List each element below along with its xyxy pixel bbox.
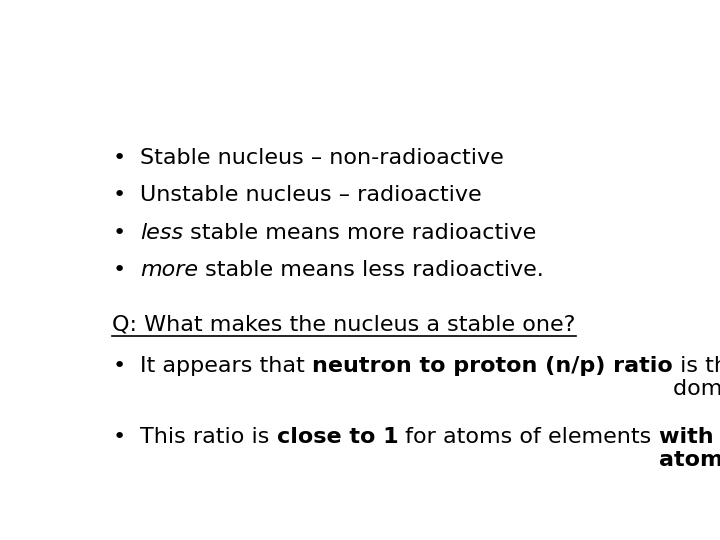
Text: for atoms of elements: for atoms of elements <box>398 427 659 447</box>
Text: Stable nucleus – non-radioactive: Stable nucleus – non-radioactive <box>140 148 504 168</box>
Text: It appears that: It appears that <box>140 356 312 376</box>
Text: •: • <box>112 356 125 376</box>
Text: stable means more radioactive: stable means more radioactive <box>184 223 536 243</box>
Text: Q: What makes the nucleus a stable one?: Q: What makes the nucleus a stable one? <box>112 314 576 334</box>
Text: •: • <box>112 148 125 168</box>
Text: •: • <box>112 185 125 205</box>
Text: less: less <box>140 223 184 243</box>
Text: •: • <box>112 427 125 447</box>
Text: Unstable nucleus – radioactive: Unstable nucleus – radioactive <box>140 185 482 205</box>
Text: more: more <box>140 260 198 280</box>
Text: •: • <box>112 223 125 243</box>
Text: is the
dominant factor in nuclear stability.: is the dominant factor in nuclear stabil… <box>673 356 720 399</box>
Text: •: • <box>112 260 125 280</box>
Text: close to 1: close to 1 <box>276 427 398 447</box>
Text: with low
atomic number: with low atomic number <box>659 427 720 470</box>
Text: stable means less radioactive.: stable means less radioactive. <box>198 260 544 280</box>
Text: neutron to proton (n/p) ratio: neutron to proton (n/p) ratio <box>312 356 673 376</box>
Text: This ratio is: This ratio is <box>140 427 276 447</box>
